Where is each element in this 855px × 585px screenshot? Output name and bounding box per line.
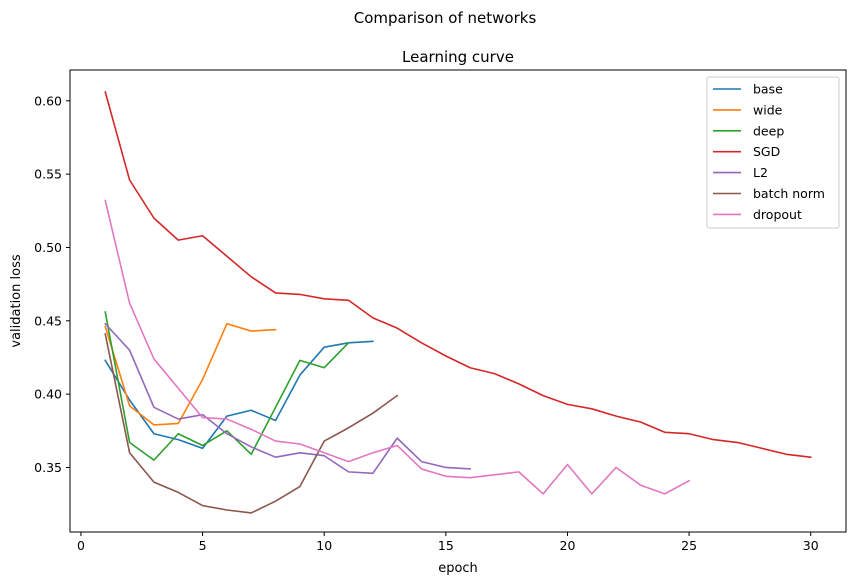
- x-tick-label: 20: [560, 538, 576, 553]
- x-tick-label: 25: [681, 538, 697, 553]
- y-axis-ticks: 0.35 0.40 0.45 0.50 0.55 0.60: [34, 93, 70, 475]
- series-line-batch-norm: [104, 333, 399, 514]
- legend-label-wide: wide: [753, 102, 783, 117]
- legend-label-batch-norm: batch norm: [753, 186, 825, 201]
- legend-label-sgd: SGD: [753, 144, 780, 159]
- series-line-dropout: [104, 199, 691, 495]
- legend-box: [706, 76, 840, 229]
- series-line-wide: [104, 322, 277, 426]
- y-axis-label: validation loss: [9, 254, 24, 347]
- legend-label-dropout: dropout: [753, 207, 802, 222]
- y-tick-label: 0.45: [34, 313, 62, 328]
- x-axis-ticks: 0 5 10 15 20 25 30: [77, 532, 819, 553]
- y-tick-label: 0.50: [34, 240, 62, 255]
- legend-label-l2: L2: [753, 165, 768, 180]
- y-tick-label: 0.35: [34, 460, 62, 475]
- plot-area-frame: [69, 69, 847, 533]
- x-tick-label: 10: [316, 538, 332, 553]
- x-axis-label: epoch: [438, 561, 478, 576]
- figure-suptitle: Comparison of networks: [354, 9, 537, 27]
- series-line-base: [104, 340, 374, 450]
- chart-title: Learning curve: [402, 48, 514, 66]
- series-line-sgd: [104, 91, 812, 459]
- x-tick-label: 5: [199, 538, 207, 553]
- legend: base wide deep SGD L2 batch norm dropout: [706, 76, 840, 229]
- legend-label-deep: deep: [753, 123, 784, 138]
- x-tick-label: 0: [77, 538, 85, 553]
- series-lines: [104, 91, 812, 514]
- x-tick-label: 15: [438, 538, 454, 553]
- series-line-deep: [104, 311, 350, 461]
- y-tick-label: 0.55: [34, 167, 62, 182]
- y-tick-label: 0.40: [34, 387, 62, 402]
- y-tick-label: 0.60: [34, 93, 62, 108]
- x-tick-label: 30: [803, 538, 819, 553]
- legend-label-base: base: [753, 82, 783, 97]
- series-line-l2: [104, 322, 472, 475]
